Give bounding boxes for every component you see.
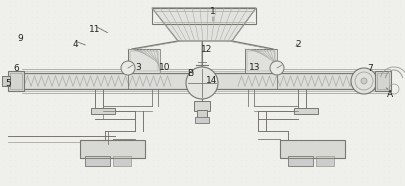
Text: 3: 3 <box>135 62 141 71</box>
Bar <box>288 156 313 166</box>
Bar <box>197 110 207 118</box>
Bar <box>152 8 256 24</box>
Bar <box>10 73 22 89</box>
Circle shape <box>186 67 218 99</box>
Bar <box>128 49 160 73</box>
Bar <box>316 156 334 166</box>
Circle shape <box>351 68 377 94</box>
Bar <box>195 117 209 123</box>
Bar <box>80 140 145 158</box>
Polygon shape <box>152 8 256 41</box>
Text: 4: 4 <box>72 39 78 49</box>
Text: B: B <box>187 68 193 78</box>
Text: 10: 10 <box>159 62 171 71</box>
Text: 1: 1 <box>210 7 216 15</box>
Bar <box>247 51 275 71</box>
Circle shape <box>270 61 284 75</box>
Circle shape <box>361 78 367 84</box>
Text: A: A <box>387 89 393 99</box>
Bar <box>194 101 210 111</box>
Text: 13: 13 <box>249 62 261 71</box>
Bar <box>245 49 277 73</box>
Bar <box>130 51 158 71</box>
Text: 9: 9 <box>17 33 23 42</box>
Text: 6: 6 <box>13 63 19 73</box>
Bar <box>22 73 390 89</box>
Text: 12: 12 <box>201 44 213 54</box>
Text: 2: 2 <box>295 39 301 49</box>
Bar <box>113 156 131 166</box>
Text: 11: 11 <box>89 25 101 33</box>
Text: 7: 7 <box>367 63 373 73</box>
Bar <box>91 108 115 114</box>
Text: 14: 14 <box>206 76 218 84</box>
Text: 5: 5 <box>5 78 11 87</box>
Bar <box>377 73 389 89</box>
Bar <box>2 76 10 86</box>
Bar <box>375 71 391 91</box>
Bar <box>294 108 318 114</box>
Bar <box>280 140 345 158</box>
Circle shape <box>121 61 135 75</box>
Bar <box>8 71 24 91</box>
Bar <box>85 156 110 166</box>
